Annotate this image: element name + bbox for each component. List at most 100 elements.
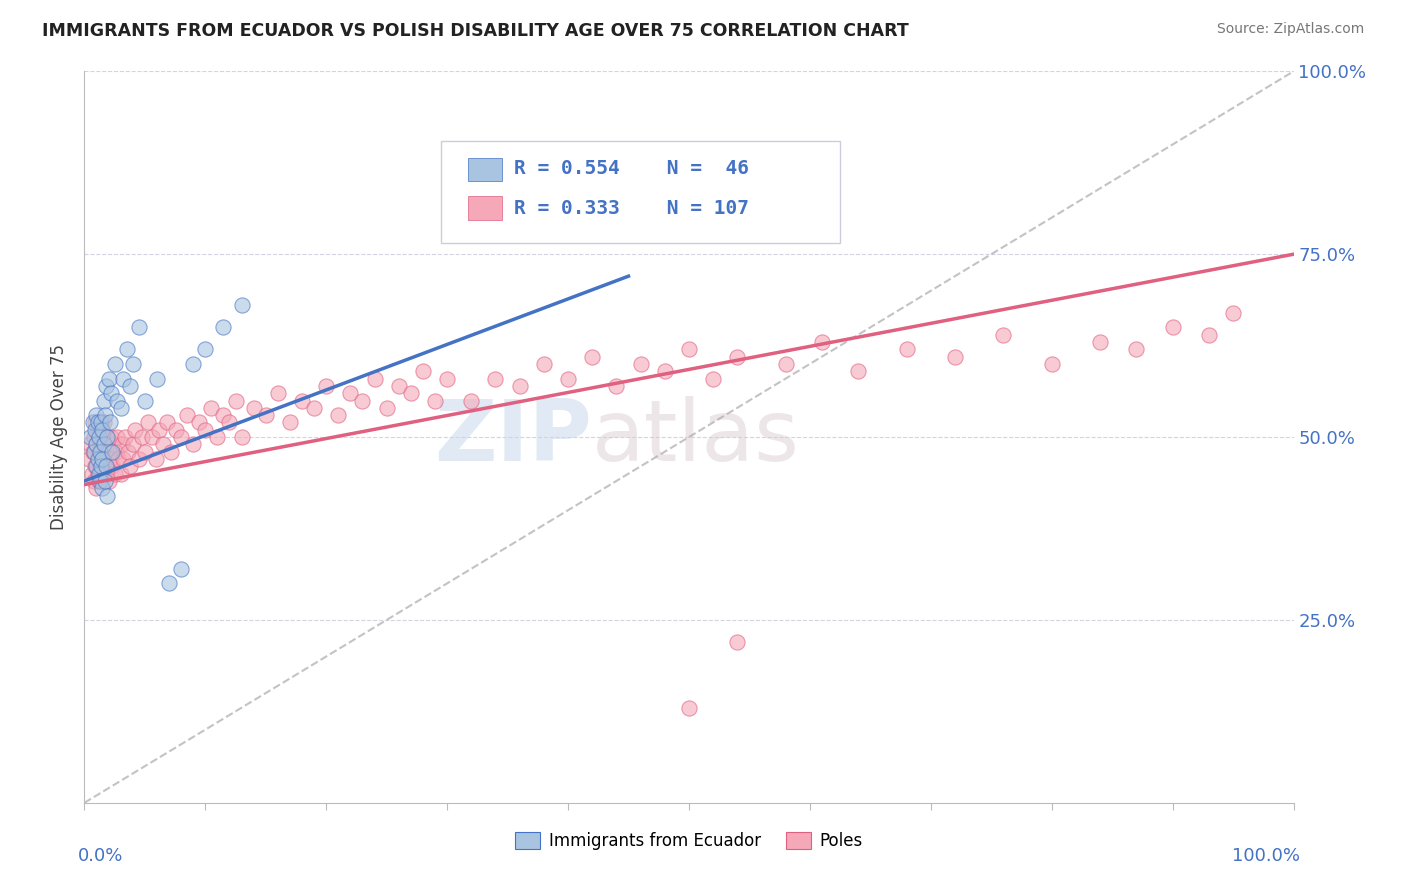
Point bbox=[436, 371, 458, 385]
Point bbox=[83, 474, 105, 488]
Point bbox=[100, 386, 122, 401]
Point bbox=[86, 481, 108, 495]
Point bbox=[484, 371, 506, 385]
Point bbox=[98, 452, 121, 467]
Text: ZIP: ZIP bbox=[434, 395, 592, 479]
Point bbox=[145, 452, 167, 467]
Legend: Immigrants from Ecuador, Poles: Immigrants from Ecuador, Poles bbox=[509, 825, 869, 856]
Point bbox=[702, 371, 724, 385]
Point bbox=[207, 430, 229, 444]
Point bbox=[141, 430, 163, 444]
Point bbox=[97, 371, 120, 385]
Point bbox=[93, 459, 115, 474]
Point bbox=[96, 430, 118, 444]
Point bbox=[82, 416, 104, 430]
Point bbox=[80, 467, 103, 481]
Point bbox=[91, 423, 114, 437]
Point bbox=[91, 474, 114, 488]
FancyBboxPatch shape bbox=[468, 196, 502, 219]
Point bbox=[91, 452, 114, 467]
Point bbox=[231, 430, 253, 444]
Text: Source: ZipAtlas.com: Source: ZipAtlas.com bbox=[1216, 22, 1364, 37]
Point bbox=[388, 379, 411, 393]
Point bbox=[117, 444, 139, 458]
Point bbox=[84, 416, 107, 430]
Point bbox=[121, 437, 143, 451]
Point bbox=[79, 437, 101, 451]
Point bbox=[654, 364, 676, 378]
Point bbox=[212, 320, 235, 334]
Point bbox=[363, 371, 385, 385]
Point bbox=[557, 371, 579, 385]
Point bbox=[128, 452, 150, 467]
Point bbox=[121, 357, 143, 371]
Text: atlas: atlas bbox=[592, 395, 800, 479]
Point bbox=[678, 343, 700, 357]
Point bbox=[86, 467, 108, 481]
Point bbox=[412, 364, 434, 378]
Point bbox=[278, 416, 301, 430]
Point bbox=[83, 444, 105, 458]
Point bbox=[86, 437, 108, 451]
Point bbox=[101, 459, 124, 474]
Point bbox=[84, 459, 107, 474]
Point bbox=[90, 467, 112, 481]
Point bbox=[112, 371, 135, 385]
Point bbox=[86, 408, 108, 422]
Point bbox=[1125, 343, 1147, 357]
Point bbox=[124, 423, 146, 437]
Point bbox=[86, 459, 108, 474]
Point bbox=[79, 430, 101, 444]
Point bbox=[1161, 320, 1184, 334]
Point bbox=[89, 416, 111, 430]
Point bbox=[94, 408, 117, 422]
Point bbox=[90, 459, 112, 474]
Point bbox=[112, 452, 135, 467]
Point bbox=[846, 364, 869, 378]
Point bbox=[104, 467, 127, 481]
Point bbox=[943, 350, 966, 364]
Point bbox=[89, 474, 111, 488]
Point bbox=[291, 393, 314, 408]
Point bbox=[267, 386, 290, 401]
Text: 0.0%: 0.0% bbox=[79, 847, 124, 864]
Point bbox=[120, 379, 142, 393]
Point bbox=[131, 430, 153, 444]
Point bbox=[352, 393, 374, 408]
Text: 100.0%: 100.0% bbox=[1232, 847, 1299, 864]
Point bbox=[1198, 327, 1220, 342]
Point bbox=[231, 298, 253, 312]
Point bbox=[146, 371, 169, 385]
FancyBboxPatch shape bbox=[441, 141, 841, 244]
Point bbox=[104, 444, 127, 458]
Point bbox=[509, 379, 531, 393]
Point bbox=[89, 459, 111, 474]
Point bbox=[77, 452, 100, 467]
Point bbox=[157, 576, 180, 591]
Point bbox=[181, 437, 204, 451]
Point bbox=[101, 444, 124, 458]
Point bbox=[90, 416, 112, 430]
Point bbox=[86, 437, 108, 451]
Point bbox=[91, 481, 114, 495]
Point bbox=[115, 343, 138, 357]
Point bbox=[605, 379, 627, 393]
Point bbox=[218, 416, 240, 430]
Point bbox=[86, 452, 108, 467]
Point bbox=[533, 357, 555, 371]
Point bbox=[630, 357, 652, 371]
Point bbox=[87, 474, 110, 488]
Point bbox=[170, 430, 193, 444]
Point bbox=[176, 408, 198, 422]
Point bbox=[375, 401, 398, 415]
Point bbox=[188, 416, 211, 430]
Point bbox=[96, 489, 118, 503]
Point bbox=[134, 444, 156, 458]
Point bbox=[254, 408, 277, 422]
Point bbox=[93, 416, 115, 430]
Point bbox=[194, 423, 217, 437]
Point bbox=[170, 562, 193, 576]
Point bbox=[84, 423, 107, 437]
Point bbox=[423, 393, 446, 408]
Point bbox=[678, 700, 700, 714]
